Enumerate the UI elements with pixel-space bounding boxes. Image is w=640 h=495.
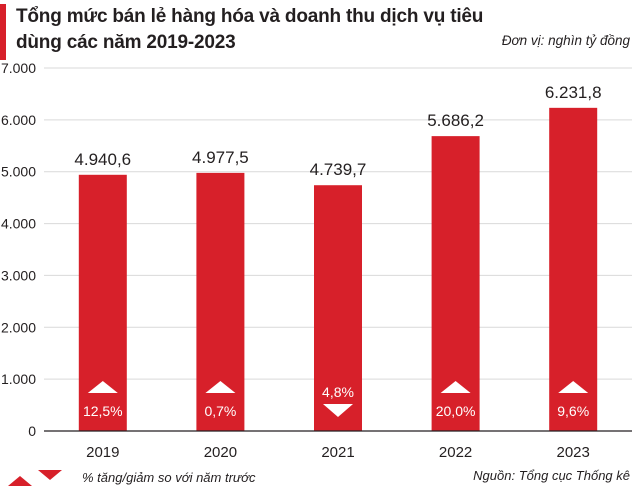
change-label: 9,6% [557,403,589,419]
source-label: Nguồn: Tổng cục Thống kê [473,468,630,483]
x-tick-label: 2021 [321,444,354,461]
x-tick-label: 2019 [86,444,119,461]
chart-title: Tổng mức bán lẻ hàng hóa và doanh thu dị… [16,6,484,53]
y-tick-label: 6.000 [1,112,36,128]
change-label: 20,0% [436,403,476,419]
change-label: 4,8% [322,384,354,400]
bar-value-label: 4.739,7 [310,160,367,179]
y-tick-label: 2.000 [1,319,36,335]
legend-arrows-icon [8,470,62,486]
change-label: 12,5% [83,403,123,419]
y-tick-label: 5.000 [1,164,36,180]
change-up-arrow [205,381,236,393]
bar-value-label: 4.977,5 [192,148,249,167]
bar-value-label: 5.686,2 [427,111,484,130]
bar-value-label: 4.940,6 [74,150,131,169]
bar-value-label: 6.231,8 [545,83,602,102]
legend-text: % tăng/giảm so với năm trước [82,469,256,485]
bar [549,107,598,431]
legend: % tăng/giảm so với năm trước [8,467,256,487]
y-tick-label: 4.000 [1,216,36,232]
unit-label: Đơn vị: nghìn tỷ đồng [501,33,630,48]
y-tick-label: 1.000 [1,371,36,387]
change-label: 0,7% [204,403,236,419]
change-up-arrow [87,381,118,393]
x-tick-label: 2020 [204,444,237,461]
x-tick-label: 2023 [557,444,590,461]
y-tick-label: 3.000 [1,267,36,283]
change-up-arrow [440,381,471,393]
title-accent-bar [0,4,6,60]
y-tick-label: 7.000 [1,60,36,76]
x-tick-label: 2022 [439,444,472,461]
bar [314,185,362,431]
change-down-arrow [323,404,353,417]
y-tick-label: 0 [28,423,36,439]
change-up-arrow [558,381,589,393]
